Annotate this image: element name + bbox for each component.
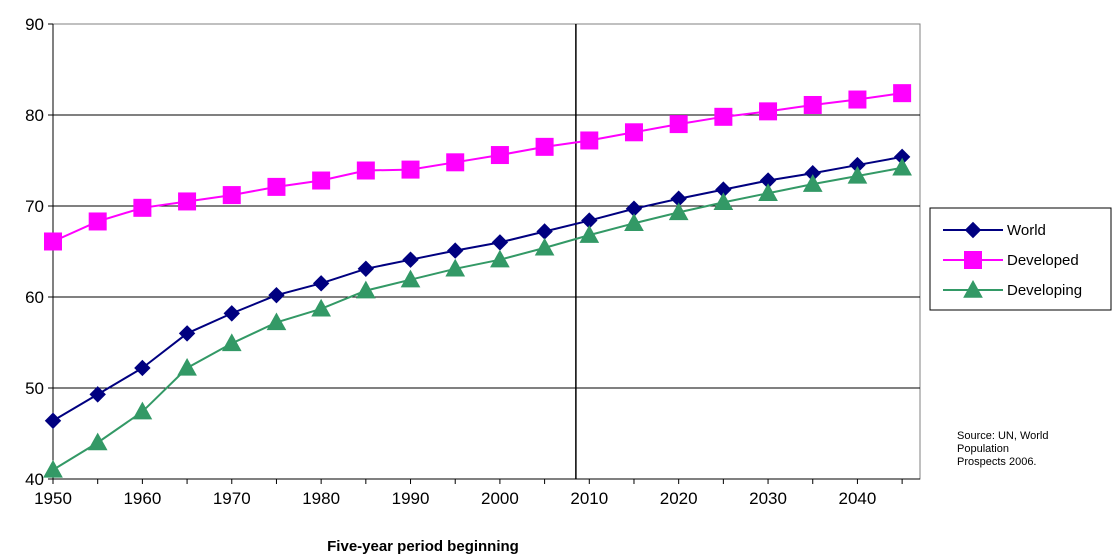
data-point-world — [402, 251, 419, 268]
data-point-developing — [266, 312, 287, 331]
plot-area — [52, 23, 921, 480]
x-tick-label: 1990 — [392, 489, 430, 508]
data-point-developing — [87, 432, 108, 451]
y-tick-label: 40 — [25, 470, 44, 489]
data-point-developed — [490, 146, 509, 165]
data-point-developed — [267, 177, 286, 196]
data-point-developed — [848, 90, 867, 109]
data-point-developing — [534, 237, 555, 256]
data-point-world — [447, 242, 464, 259]
series-world — [44, 148, 911, 429]
data-point-world — [312, 275, 330, 292]
data-point-world — [223, 305, 240, 322]
series-developed — [44, 84, 912, 251]
data-point-developed — [714, 107, 733, 126]
data-point-world — [89, 386, 106, 403]
data-point-world — [178, 325, 196, 342]
data-point-world — [44, 412, 62, 429]
x-tick-label: 1980 — [302, 489, 340, 508]
data-point-world — [357, 260, 375, 277]
data-point-world — [268, 286, 285, 304]
data-point-developing — [490, 249, 510, 268]
data-point-developed — [759, 102, 778, 121]
x-tick-label: 2010 — [570, 489, 608, 508]
data-point-developing — [132, 401, 153, 420]
series-layer — [43, 84, 912, 478]
x-tick-label: 1950 — [34, 489, 72, 508]
legend: World Developed Developing — [929, 207, 1112, 311]
data-point-developing — [400, 269, 421, 288]
data-point-developed — [401, 160, 420, 179]
source-line: Prospects 2006. — [957, 456, 1037, 468]
x-tick-label: 2020 — [660, 489, 698, 508]
data-point-developing — [43, 459, 63, 478]
data-point-developing — [311, 298, 331, 317]
data-point-developed — [44, 232, 62, 251]
y-tick-label: 70 — [25, 197, 44, 216]
data-point-developing — [624, 213, 644, 231]
data-point-developed — [669, 115, 688, 134]
source-line: Population — [957, 443, 1009, 455]
data-point-developed — [356, 161, 375, 180]
y-tick-label: 60 — [25, 288, 44, 307]
data-point-developed — [535, 137, 554, 156]
data-point-developed — [133, 198, 152, 217]
y-tick-label: 80 — [25, 106, 44, 125]
data-point-developed — [312, 171, 331, 190]
data-point-developed — [893, 84, 912, 103]
data-point-developing — [892, 157, 912, 176]
data-point-developed — [624, 123, 643, 142]
legend-label-world: World — [1007, 222, 1046, 239]
y-tick-label: 50 — [25, 379, 44, 398]
x-tick-label: 2040 — [839, 489, 877, 508]
y-tick-label: 90 — [25, 15, 44, 34]
legend-marker-world — [964, 221, 982, 239]
legend-marker-developed — [964, 251, 982, 269]
data-point-developed — [222, 186, 241, 205]
data-point-developing — [847, 165, 868, 184]
data-point-developed — [446, 153, 465, 172]
data-point-developed — [88, 212, 107, 231]
series-line-developing — [52, 166, 903, 471]
legend-label-developing: Developing — [1007, 282, 1082, 299]
data-point-developed — [803, 95, 822, 114]
series-line-world — [52, 155, 903, 422]
x-tick-label: 1960 — [123, 489, 161, 508]
data-point-developed — [580, 131, 599, 150]
data-point-developing — [355, 280, 376, 299]
data-point-developing — [758, 183, 778, 201]
data-point-developing — [802, 174, 823, 192]
legend-marker-developing — [963, 279, 983, 298]
axes: 40 50 60 70 80 90 1950 1960 1970 1980 1990 2000 2010… — [25, 15, 920, 508]
data-point-developed — [178, 192, 197, 211]
data-point-developing — [177, 357, 197, 376]
x-tick-label: 1970 — [213, 489, 251, 508]
legend-label-developed: Developed — [1007, 252, 1079, 269]
data-point-developing — [579, 225, 600, 243]
data-point-developing — [445, 258, 466, 277]
series-developing — [43, 157, 912, 478]
data-point-world — [134, 359, 151, 377]
x-tick-label: 2000 — [481, 489, 519, 508]
x-tick-label: 2030 — [749, 489, 787, 508]
data-point-developing — [221, 333, 242, 352]
data-point-developing — [713, 192, 734, 211]
x-axis-title: Five-year period beginning — [327, 538, 519, 555]
source-line: Source: UN, World — [957, 430, 1049, 442]
data-point-developing — [668, 202, 689, 221]
source-annotation: Source: UN, World Population Prospects 200… — [957, 430, 1049, 468]
